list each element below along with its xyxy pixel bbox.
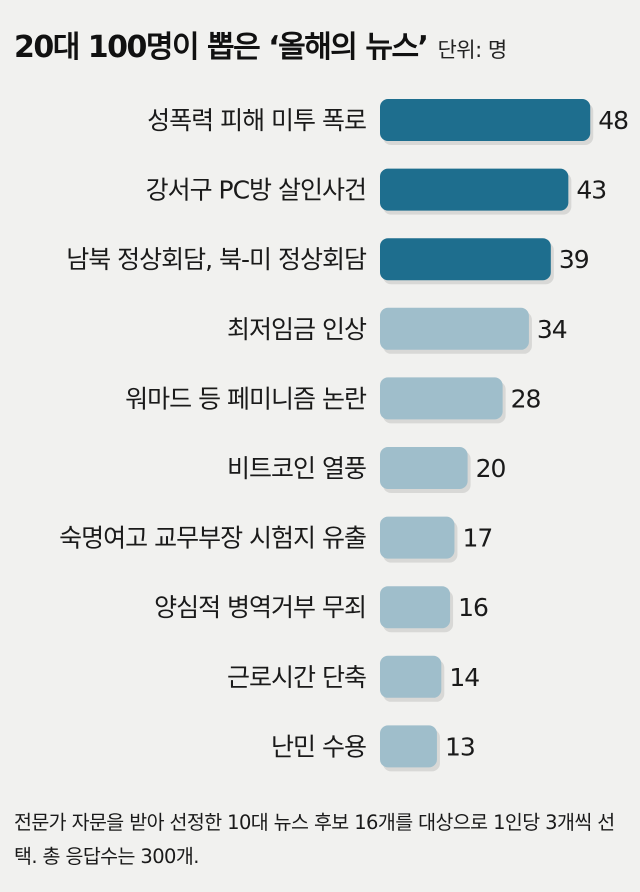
bar-2 — [380, 168, 569, 211]
bar-10 — [380, 725, 437, 768]
value-label-2: 43 — [576, 176, 606, 205]
category-label-10: 난민 수용 — [271, 732, 366, 761]
value-label-8: 16 — [458, 593, 488, 622]
bar-5 — [380, 377, 503, 420]
value-label-9: 14 — [449, 663, 479, 692]
bar-4 — [380, 307, 529, 350]
value-label-1: 48 — [598, 106, 628, 135]
bar-6 — [380, 447, 468, 489]
title-row: 20대 100명이 뽑은 ‘올해의 뉴스’ 단위: 명 — [14, 22, 630, 70]
category-label-5: 워마드 등 페미니즘 논란 — [125, 384, 367, 413]
value-label-5: 28 — [511, 384, 541, 413]
category-label-2: 강서구 PC방 살인사건 — [146, 176, 366, 205]
value-label-6: 20 — [476, 454, 506, 483]
value-label-3: 39 — [559, 245, 589, 274]
value-label-4: 34 — [537, 315, 567, 344]
bar-8 — [380, 586, 451, 629]
category-label-7: 숙명여고 교무부장 시험지 유출 — [59, 524, 366, 553]
footnote: 전문가 자문을 받아 선정한 10대 뉴스 후보 16개를 대상으로 1인당 3… — [14, 811, 615, 868]
category-label-6: 비트코인 열풍 — [227, 454, 366, 483]
category-label-3: 남북 정상회담, 북-미 정상회담 — [66, 245, 367, 274]
value-label-7: 17 — [462, 524, 492, 553]
bar-9 — [380, 655, 442, 698]
bar-chart: 성폭력 피해 미투 폭로 48 강서구 PC방 살인사건 43 남북 정상회담, 북-미… — [59, 99, 629, 772]
chart-title: 20대 100명이 뽑은 ‘올해의 뉴스’ — [14, 30, 429, 65]
category-label-1: 성폭력 피해 미투 폭로 — [147, 106, 366, 135]
value-label-10: 13 — [445, 732, 475, 761]
unit-label: 단위: 명 — [437, 38, 507, 62]
bar-3 — [380, 238, 551, 281]
category-label-8: 양심적 병역거부 무죄 — [154, 593, 366, 622]
bar-1 — [380, 99, 591, 141]
category-label-9: 근로시간 단축 — [227, 663, 366, 692]
bar-7 — [380, 516, 455, 559]
category-label-4: 최저임금 인상 — [227, 315, 367, 344]
